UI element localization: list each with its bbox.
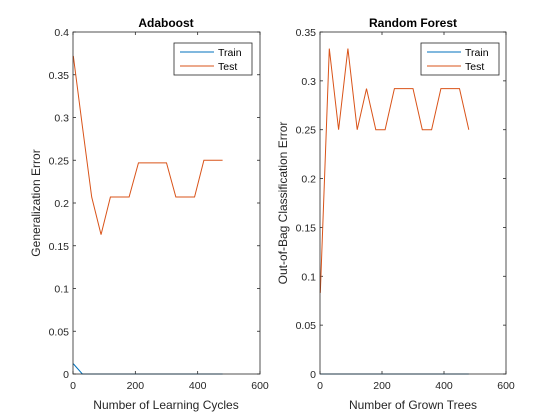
y-tick-label: 0.2	[54, 198, 69, 210]
series-line-test	[72, 55, 223, 235]
y-tick-label: 0	[63, 369, 69, 381]
x-tick-label: 600	[497, 380, 515, 392]
y-tick-label: 0.35	[296, 27, 317, 39]
x-tick-label: 400	[189, 380, 207, 392]
legend: Train Test	[420, 42, 500, 76]
y-tick-label: 0.05	[49, 326, 70, 338]
chart-title: Random Forest	[369, 16, 457, 30]
y-axis-label: Generalization Error	[29, 149, 43, 256]
x-tick-label: 0	[70, 380, 76, 392]
axes-background	[73, 32, 260, 374]
legend-label: Train	[218, 47, 242, 59]
series-line-test	[319, 48, 470, 293]
legend: Train Test	[173, 42, 253, 76]
x-tick-label: 0	[317, 380, 323, 392]
y-tick-label: 0.35	[49, 70, 70, 82]
y-tick-label: 0.25	[296, 125, 317, 137]
legend-box	[173, 42, 253, 76]
x-tick-label: 200	[127, 380, 145, 392]
y-tick-label: 0.15	[49, 241, 70, 253]
y-tick-label: 0.25	[49, 155, 70, 167]
y-tick-label: 0	[310, 369, 316, 381]
plot-area: 0 200 400 600 0 0.05 0.1 0.15 0.2 0.25 0.3 0.35 0.4 T…	[49, 27, 269, 392]
chart-random-forest: Random Forest 0 200 400 60000.050.10.150.20…	[276, 16, 515, 412]
y-tick-label: 0.2	[301, 174, 316, 186]
y-tick-label: 0.05	[296, 320, 317, 332]
y-tick-label: 0.3	[54, 113, 69, 125]
x-axis-label: Number of Grown Trees	[349, 398, 477, 412]
legend-label: Test	[465, 61, 484, 73]
x-axis-label: Number of Learning Cycles	[93, 398, 238, 412]
y-tick-label: 0.4	[54, 27, 69, 39]
y-tick-label: 0.15	[296, 222, 317, 234]
chart-adaboost: Adaboost 0 200 400 600 0 0.05 0.1 0.15 0.2 0.25 0.…	[29, 16, 269, 412]
y-tick-label: 0.1	[301, 271, 316, 283]
legend-label: Test	[218, 61, 237, 73]
y-tick-label: 0.1	[54, 284, 69, 296]
y-axis-label: Out-of-Bag Classification Error	[276, 122, 290, 285]
plot-area: 0 200 400 600 0 0.05 0.1 0.15 0.2 0.25 0.3 0.35 Trai…	[296, 27, 515, 392]
chart-title: Adaboost	[138, 16, 193, 30]
legend-box	[420, 42, 500, 76]
y-tick-label: 0.3	[301, 76, 316, 88]
axes-frame	[72, 31, 261, 375]
axes-frame	[319, 31, 507, 375]
x-tick-label: 600	[251, 380, 269, 392]
axes-background	[320, 32, 506, 374]
legend-label: Train	[465, 47, 489, 59]
x-tick-label: 200	[373, 380, 391, 392]
x-tick-label: 400	[435, 380, 453, 392]
